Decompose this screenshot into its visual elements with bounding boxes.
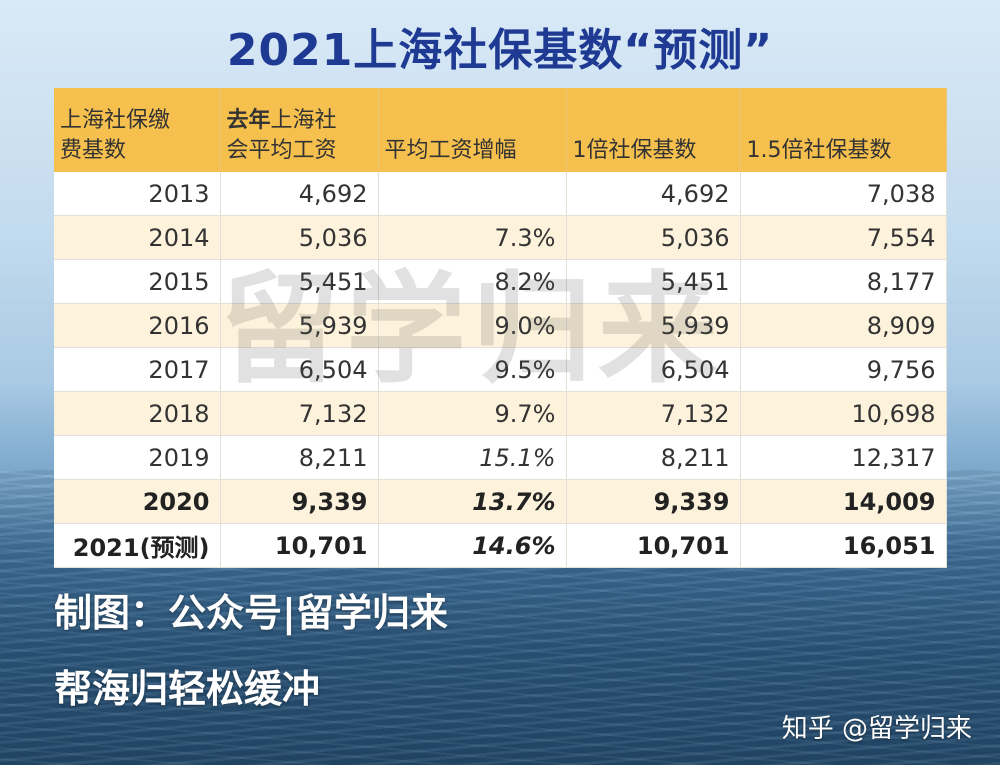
- cell-year: 2014: [54, 215, 221, 260]
- table-row: 2015 5,451 8.2% 5,451 8,177: [54, 259, 947, 304]
- cell-year: 2018: [54, 391, 221, 436]
- table-row: 2019 8,211 15.1% 8,211 12,317: [54, 435, 947, 480]
- cell-year: 2015: [54, 259, 221, 304]
- table-row: 2021(预测) 10,701 14.6% 10,701 16,051: [54, 523, 947, 568]
- table-row: 2020 9,339 13.7% 9,339 14,009: [54, 479, 947, 524]
- cell-base-1-5x: 12,317: [740, 435, 947, 480]
- cell-growth: 7.3%: [378, 215, 567, 260]
- cell-avg-wage: 5,451: [220, 259, 379, 304]
- cell-year: 2013: [54, 172, 221, 216]
- page-title: 2021上海社保基数“预测”: [226, 25, 774, 76]
- cell-base-1-5x: 10,698: [740, 391, 947, 436]
- cell-base-1-5x: 8,909: [740, 303, 947, 348]
- cell-year: 2016: [54, 303, 221, 348]
- cell-avg-wage: 9,339: [220, 479, 379, 524]
- header-base-year: 上海社保缴 费基数: [54, 88, 221, 172]
- table-header-row: 上海社保缴 费基数 去年上海社 会平均工资 平均工资增幅 1倍社保基数 1.5倍社保…: [54, 88, 947, 172]
- header-avg-wage: 去年上海社 会平均工资: [220, 88, 379, 172]
- cell-base-1-5x: 14,009: [740, 479, 947, 524]
- caption-slogan: 帮海归轻松缓冲: [54, 667, 321, 711]
- cell-avg-wage: 5,036: [220, 215, 379, 260]
- header-growth: 平均工资增幅: [378, 88, 567, 172]
- cell-avg-wage: 8,211: [220, 435, 379, 480]
- header-base-1-5x: 1.5倍社保基数: [740, 88, 947, 172]
- table-row: 2017 6,504 9.5% 6,504 9,756: [54, 347, 947, 392]
- cell-base-1x: 4,692: [566, 172, 741, 216]
- cell-base-1-5x: 16,051: [740, 523, 947, 568]
- cell-growth: 14.6%: [378, 523, 567, 568]
- cell-year: 2020: [54, 479, 221, 524]
- cell-base-1-5x: 9,756: [740, 347, 947, 392]
- cell-base-1-5x: 7,038: [740, 172, 947, 216]
- cell-base-1-5x: 7,554: [740, 215, 947, 260]
- table-row: 2013 4,692 4,692 7,038: [54, 172, 947, 216]
- table-row: 2018 7,132 9.7% 7,132 10,698: [54, 391, 947, 436]
- cell-growth: 9.7%: [378, 391, 567, 436]
- cell-growth: [378, 172, 567, 216]
- table-row: 2014 5,036 7.3% 5,036 7,554: [54, 215, 947, 260]
- zhihu-credit: 知乎 @留学归来: [781, 714, 972, 744]
- cell-growth: 13.7%: [378, 479, 567, 524]
- cell-base-1x: 7,132: [566, 391, 741, 436]
- cell-avg-wage: 10,701: [220, 523, 379, 568]
- cell-growth: 9.0%: [378, 303, 567, 348]
- cell-growth: 8.2%: [378, 259, 567, 304]
- cell-base-1-5x: 8,177: [740, 259, 947, 304]
- cell-base-1x: 9,339: [566, 479, 741, 524]
- cell-avg-wage: 5,939: [220, 303, 379, 348]
- cell-year: 2021(预测): [54, 523, 221, 568]
- cell-growth: 15.1%: [378, 435, 567, 480]
- table-row: 2016 5,939 9.0% 5,939 8,909: [54, 303, 947, 348]
- cell-base-1x: 5,939: [566, 303, 741, 348]
- caption-source: 制图：公众号|留学归来: [54, 591, 448, 635]
- cell-year: 2019: [54, 435, 221, 480]
- cell-growth: 9.5%: [378, 347, 567, 392]
- cell-avg-wage: 6,504: [220, 347, 379, 392]
- cell-base-1x: 6,504: [566, 347, 741, 392]
- cell-year: 2017: [54, 347, 221, 392]
- social-security-table: 上海社保缴 费基数 去年上海社 会平均工资 平均工资增幅 1倍社保基数 1.5倍社保…: [54, 88, 947, 568]
- cell-base-1x: 8,211: [566, 435, 741, 480]
- cell-base-1x: 5,036: [566, 215, 741, 260]
- cell-avg-wage: 4,692: [220, 172, 379, 216]
- header-base-1x: 1倍社保基数: [566, 88, 741, 172]
- cell-base-1x: 5,451: [566, 259, 741, 304]
- cell-avg-wage: 7,132: [220, 391, 379, 436]
- cell-base-1x: 10,701: [566, 523, 741, 568]
